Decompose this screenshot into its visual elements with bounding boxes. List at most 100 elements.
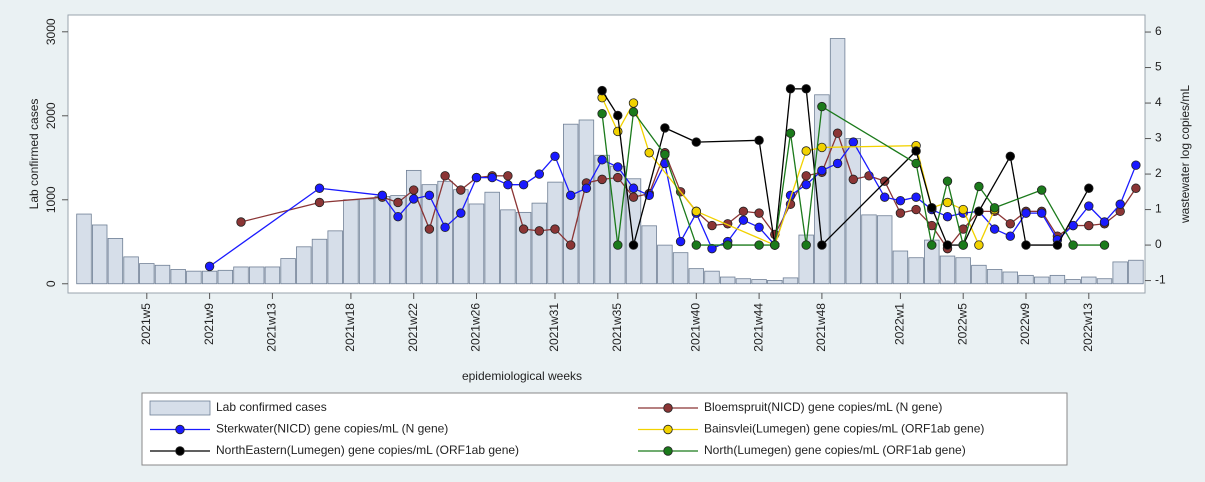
bar bbox=[311, 238, 328, 285]
marker bbox=[550, 151, 560, 162]
marker bbox=[832, 158, 843, 169]
series-connector bbox=[1119, 164, 1137, 205]
bar bbox=[170, 269, 186, 285]
marker bbox=[1036, 208, 1047, 218]
marker bbox=[1084, 220, 1094, 231]
bar bbox=[986, 269, 1003, 285]
bar bbox=[1034, 276, 1050, 285]
legend-swatch bbox=[149, 400, 211, 416]
bar bbox=[154, 264, 171, 285]
marker bbox=[1005, 219, 1016, 229]
marker bbox=[675, 236, 686, 247]
bar bbox=[217, 269, 234, 285]
bar bbox=[861, 214, 877, 285]
series-connector bbox=[821, 106, 917, 164]
series-connector bbox=[460, 177, 478, 214]
series-connector bbox=[209, 187, 320, 267]
marker bbox=[597, 155, 607, 165]
y2-tick-label: 2 bbox=[1155, 166, 1162, 180]
y2-tick-label: 4 bbox=[1155, 95, 1162, 109]
series-connector bbox=[1056, 187, 1090, 246]
marker bbox=[409, 194, 419, 204]
marker bbox=[1099, 240, 1110, 250]
legend-label: NorthEastern(Lumegen) gene copies/mL (OR… bbox=[216, 443, 519, 457]
marker bbox=[440, 222, 450, 233]
bar bbox=[437, 180, 453, 285]
marker bbox=[754, 240, 764, 250]
marker bbox=[1099, 217, 1110, 227]
marker bbox=[628, 240, 639, 250]
series-connector bbox=[1041, 212, 1058, 241]
marker bbox=[738, 206, 749, 217]
series-connector bbox=[805, 106, 823, 246]
marker bbox=[456, 208, 466, 218]
bar bbox=[625, 178, 642, 285]
series-connector bbox=[946, 181, 964, 246]
marker bbox=[691, 206, 702, 217]
marker bbox=[942, 197, 953, 208]
bar bbox=[500, 209, 516, 285]
series-connector bbox=[585, 159, 603, 189]
x-tick-label: 2022w9 bbox=[1018, 303, 1032, 345]
bar bbox=[1128, 259, 1144, 285]
marker bbox=[518, 180, 529, 190]
bar bbox=[688, 268, 705, 285]
legend-marker bbox=[663, 403, 673, 413]
bar bbox=[1018, 274, 1034, 285]
series-connector bbox=[758, 140, 776, 246]
marker bbox=[785, 84, 796, 94]
marker bbox=[1084, 201, 1094, 211]
series-connector bbox=[617, 111, 635, 246]
bar bbox=[845, 138, 862, 285]
y2-tick-label: 3 bbox=[1155, 131, 1162, 145]
series-connector bbox=[632, 111, 666, 155]
marker bbox=[770, 240, 780, 250]
marker bbox=[597, 109, 607, 119]
series-connector bbox=[962, 211, 980, 246]
marker bbox=[409, 185, 419, 195]
marker bbox=[832, 128, 843, 138]
series-connector bbox=[428, 175, 446, 230]
marker bbox=[911, 158, 921, 169]
marker bbox=[613, 126, 623, 137]
bar bbox=[343, 199, 359, 285]
series-connector bbox=[648, 152, 697, 212]
x-tick-label: 2021w40 bbox=[688, 303, 702, 352]
marker bbox=[644, 148, 654, 158]
marker bbox=[377, 190, 388, 201]
bar bbox=[751, 279, 767, 285]
bar bbox=[782, 277, 799, 285]
bar bbox=[515, 211, 532, 285]
marker bbox=[314, 197, 325, 208]
y2-tick-label: 6 bbox=[1155, 24, 1162, 38]
y2-tick-label: -1 bbox=[1155, 273, 1166, 287]
bar bbox=[672, 252, 689, 285]
marker bbox=[393, 197, 403, 208]
marker bbox=[927, 203, 937, 213]
series-connector bbox=[680, 212, 697, 242]
x-tick-label: 2021w13 bbox=[265, 303, 279, 352]
marker bbox=[613, 172, 623, 183]
legend-label: North(Lumegen) gene copies/mL (ORF1ab ge… bbox=[704, 443, 966, 457]
marker bbox=[471, 172, 482, 183]
bar bbox=[1112, 261, 1128, 285]
legend-marker bbox=[175, 446, 185, 456]
bar bbox=[248, 266, 265, 285]
y-tick-label: 0 bbox=[44, 280, 58, 287]
legend-marker bbox=[663, 424, 673, 435]
bar bbox=[1049, 274, 1066, 285]
marker bbox=[895, 208, 906, 218]
x-tick-label: 2021w44 bbox=[751, 303, 765, 352]
y2-tick-label: 0 bbox=[1155, 237, 1162, 251]
x-tick-label: 2022w5 bbox=[955, 303, 969, 345]
y-tick-label: 3000 bbox=[44, 18, 58, 45]
legend-box bbox=[141, 392, 1068, 466]
marker bbox=[487, 172, 497, 183]
legend-label: Sterkwater(NICD) gene copies/mL (N gene) bbox=[216, 422, 448, 436]
series-connector bbox=[617, 102, 635, 132]
series-connector bbox=[789, 133, 807, 246]
bar bbox=[720, 276, 736, 285]
marker bbox=[597, 174, 607, 185]
bar bbox=[1002, 271, 1019, 285]
series-connector bbox=[915, 163, 933, 246]
